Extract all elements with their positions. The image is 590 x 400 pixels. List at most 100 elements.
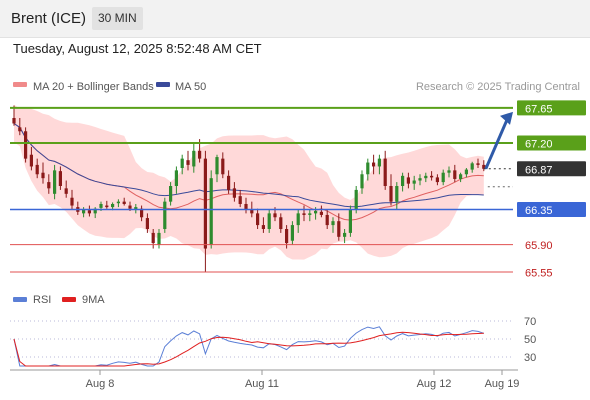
ma20-legend-swatch: [13, 82, 27, 87]
timeframe-badge[interactable]: 30 MIN: [92, 7, 143, 30]
candle: [169, 182, 173, 206]
candle: [412, 175, 416, 190]
candle-body: [354, 189, 358, 210]
candle-body: [209, 178, 213, 245]
candle: [87, 205, 91, 217]
candle-body: [447, 170, 451, 173]
candle-body: [53, 170, 57, 194]
candle: [464, 168, 468, 178]
rsi-ma-legend-swatch: [62, 297, 76, 302]
candle-body: [261, 225, 265, 229]
level-tag-67.20: [517, 135, 586, 151]
candle-body: [401, 175, 405, 186]
candle-body: [93, 208, 97, 214]
candle-body: [174, 170, 178, 186]
candle: [319, 205, 323, 218]
candle: [360, 170, 364, 194]
level-label-65.55: 65.55: [525, 268, 553, 280]
target-arrow-head: [500, 111, 513, 125]
candle-body: [18, 127, 22, 132]
candle-body: [464, 169, 468, 175]
candle-body: [105, 205, 109, 208]
candle: [267, 209, 271, 233]
candle-body: [435, 177, 439, 183]
candle: [343, 229, 347, 244]
candle: [140, 205, 144, 222]
candle-body: [256, 213, 260, 226]
candle-body: [238, 196, 242, 204]
rsi-ma-legend-label: 9MA: [82, 294, 105, 306]
candle-body: [169, 186, 173, 202]
candle: [64, 180, 68, 198]
candle: [116, 199, 120, 208]
candle: [151, 229, 155, 249]
candle-body: [331, 221, 335, 226]
candle-body: [41, 172, 45, 179]
rsi-legend-label: RSI: [33, 294, 51, 306]
candle-body: [273, 213, 277, 218]
candle: [53, 164, 57, 200]
candle-body: [134, 207, 138, 210]
candle-body: [430, 175, 434, 178]
candle-body: [186, 160, 190, 165]
candle: [279, 213, 283, 233]
candle: [470, 161, 474, 173]
candle-body: [122, 201, 126, 204]
candle-body: [441, 172, 445, 183]
candle-body: [192, 150, 196, 167]
candle-body: [140, 208, 144, 218]
candle: [186, 150, 190, 171]
candle: [424, 172, 428, 183]
candle-body: [372, 162, 376, 167]
candle-body: [163, 201, 167, 229]
ma50-legend-swatch: [156, 82, 170, 87]
candle-body: [383, 158, 387, 186]
candle: [58, 166, 62, 190]
level-label-67.65: 67.65: [525, 103, 553, 115]
time-tick-label: Aug 19: [485, 378, 520, 390]
credit-label: Research © 2025 Trading Central: [416, 81, 580, 93]
candle-body: [82, 209, 86, 214]
rsi-layer: 70 50 30: [10, 316, 536, 367]
level-label-66.35: 66.35: [525, 205, 553, 217]
candle: [163, 197, 167, 233]
candle: [105, 200, 109, 209]
candle-body: [395, 186, 399, 202]
candle-body: [424, 175, 428, 179]
level-layer: 67.65 67.20 66.87 66.35 65.90 65.55: [10, 100, 586, 280]
candle-body: [232, 188, 236, 198]
candle: [192, 143, 196, 173]
time-axis-ticks: Aug 8 Aug 11 Aug 12 Aug 19: [86, 370, 520, 390]
candle-body: [99, 203, 103, 208]
candle-body: [64, 188, 68, 194]
candle: [35, 158, 39, 179]
candle: [122, 197, 126, 206]
candle: [261, 217, 265, 233]
candle-body: [221, 158, 225, 175]
candle: [18, 117, 22, 136]
candle-body: [377, 158, 381, 167]
candle-body: [198, 150, 202, 159]
candle-body: [227, 175, 231, 190]
rsi-tick-label: 70: [524, 316, 536, 328]
candle-body: [290, 225, 294, 241]
candle: [290, 221, 294, 245]
candle-body: [296, 213, 300, 226]
candle-body: [151, 232, 155, 244]
candle: [308, 209, 312, 222]
candle: [418, 174, 422, 186]
ma50-legend-label: MA 50: [175, 81, 206, 93]
instrument-title: Brent (ICE): [11, 10, 87, 27]
candle-body: [412, 180, 416, 184]
candle-body: [389, 186, 393, 202]
ma50-line: [13, 123, 484, 208]
candle: [221, 152, 225, 179]
candle: [435, 174, 439, 186]
candle: [482, 160, 486, 172]
candle-body: [267, 213, 271, 229]
candle: [395, 182, 399, 210]
candle: [441, 169, 445, 186]
candle: [453, 164, 457, 183]
candle: [134, 203, 138, 214]
candle-body: [459, 174, 463, 179]
